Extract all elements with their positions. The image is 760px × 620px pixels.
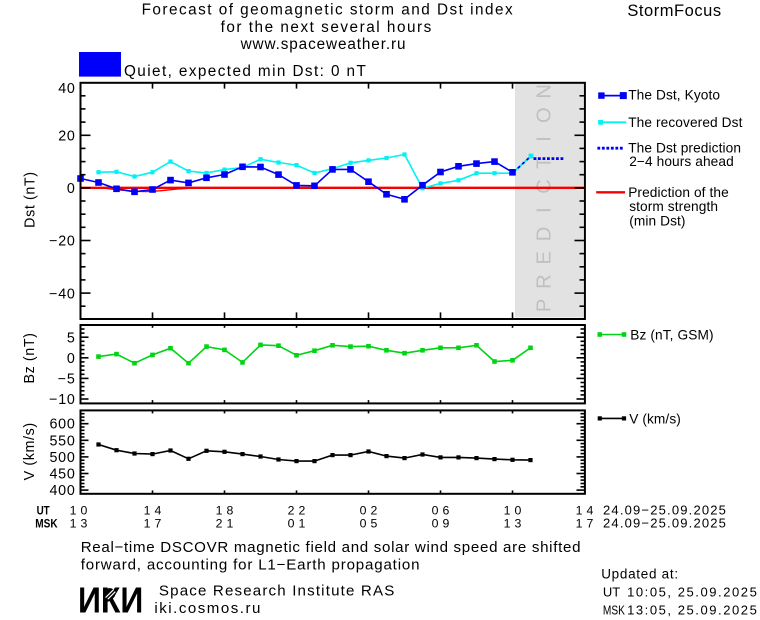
svg-text:UT: UT [37, 504, 50, 518]
svg-text:The Dst, Kyoto: The Dst, Kyoto [628, 88, 720, 103]
svg-text:0: 0 [67, 181, 76, 197]
svg-text:Bz (nT, GSM): Bz (nT, GSM) [630, 328, 713, 343]
svg-text:MSK: MSK [35, 517, 57, 531]
svg-text:550: 550 [50, 433, 76, 449]
svg-text:ИКИ: ИКИ [78, 580, 143, 620]
svg-text:E: E [534, 251, 556, 264]
svg-text:−20: −20 [49, 234, 75, 250]
svg-text:V (km/s): V (km/s) [629, 411, 681, 426]
svg-text:The Dst prediction: The Dst prediction [628, 141, 741, 156]
svg-text:13:05, 25.09.2025: 13:05, 25.09.2025 [627, 602, 757, 617]
svg-text:40: 40 [58, 81, 75, 97]
svg-text:600: 600 [50, 417, 76, 433]
svg-text:24.09−25.09.2025: 24.09−25.09.2025 [603, 503, 726, 518]
svg-text:−40: −40 [49, 286, 75, 302]
svg-text:StormFocus: StormFocus [627, 2, 721, 20]
svg-text:R: R [534, 274, 556, 289]
svg-text:Bz (nT): Bz (nT) [22, 332, 38, 383]
svg-text:forward, accounting for L1−Ear: forward, accounting for L1−Earth propaga… [81, 556, 420, 573]
svg-text:UT: UT [603, 585, 620, 600]
svg-text:Quiet, expected min Dst: 0 nT: Quiet, expected min Dst: 0 nT [124, 63, 366, 80]
svg-text:storm strength: storm strength [629, 199, 718, 214]
svg-text:Prediction of the: Prediction of the [628, 185, 729, 200]
svg-text:D: D [534, 227, 556, 242]
svg-text:Real−time DSCOVR magnetic fiel: Real−time DSCOVR magnetic field and sola… [81, 539, 581, 556]
svg-text:Space Research Institute RAS: Space Research Institute RAS [159, 582, 394, 599]
svg-text:V (km/s): V (km/s) [22, 422, 38, 480]
svg-text:2−4 hours ahead: 2−4 hours ahead [629, 154, 734, 169]
svg-text:−10: −10 [49, 392, 75, 408]
svg-text:24.09−25.09.2025: 24.09−25.09.2025 [603, 516, 726, 531]
svg-text:500: 500 [50, 450, 76, 466]
svg-text:I: I [534, 136, 556, 142]
svg-text:20: 20 [58, 129, 75, 145]
svg-text:0: 0 [67, 351, 76, 367]
svg-text:I: I [534, 207, 556, 213]
svg-text:−5: −5 [58, 372, 76, 388]
svg-text:P: P [534, 299, 556, 312]
svg-text:5: 5 [67, 330, 76, 346]
svg-text:for the next several hours: for the next several hours [221, 19, 432, 36]
svg-text:The recovered Dst: The recovered Dst [628, 115, 742, 130]
svg-text:MSK: MSK [603, 602, 625, 617]
svg-text:(min Dst): (min Dst) [629, 214, 685, 229]
svg-text:400: 400 [50, 483, 76, 499]
svg-text:O: O [534, 107, 556, 123]
svg-text:N: N [534, 84, 556, 99]
svg-text:C: C [534, 179, 556, 194]
svg-text:Updated at:: Updated at: [601, 566, 678, 581]
svg-text:10:05, 25.09.2025: 10:05, 25.09.2025 [627, 585, 757, 600]
svg-text:Dst (nT): Dst (nT) [22, 171, 38, 227]
svg-text:www.spaceweather.ru: www.spaceweather.ru [240, 36, 406, 53]
svg-text:iki.cosmos.ru: iki.cosmos.ru [154, 600, 260, 617]
svg-text:450: 450 [50, 467, 76, 483]
